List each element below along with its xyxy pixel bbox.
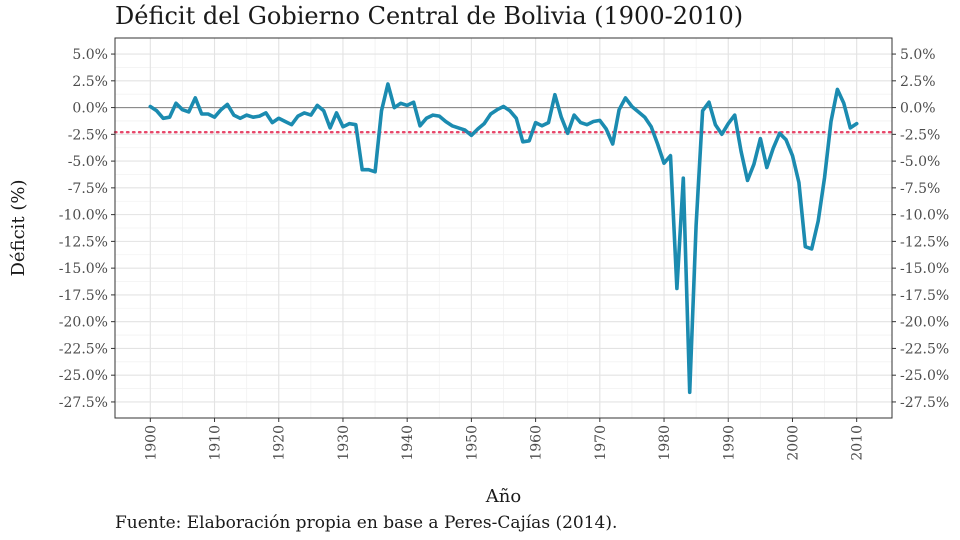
- deficit-series-line: [148, 82, 859, 395]
- y-tick-label-left: -2.5%: [68, 127, 108, 143]
- x-tick-label: 1930: [336, 425, 352, 461]
- y-axis-title: Déficit (%): [8, 179, 29, 276]
- y-tick-label-right: -2.5%: [900, 127, 940, 143]
- y-tick-label-right: -27.5%: [900, 395, 949, 411]
- y-tick-label-right: -15.0%: [900, 261, 949, 277]
- x-tick-label: 1900: [143, 425, 159, 461]
- y-tick-label-left: -27.5%: [59, 395, 108, 411]
- x-axis-title: Año: [485, 486, 521, 507]
- series-layer: [148, 82, 859, 395]
- panel-border: [114, 37, 893, 419]
- y-tick-label-left: -17.5%: [59, 288, 108, 304]
- y-tick-label-right: -7.5%: [900, 181, 940, 197]
- grid: [115, 38, 892, 418]
- x-tick-label: 2010: [850, 425, 866, 461]
- y-tick-label-left: -7.5%: [68, 181, 108, 197]
- y-tick-label-left: -5.0%: [68, 154, 108, 170]
- y-tick-label-left: -25.0%: [59, 368, 108, 384]
- y-tick-label-left: 0.0%: [72, 101, 108, 117]
- y-tick-label-left: 2.5%: [72, 74, 108, 90]
- x-tick-label: 1970: [593, 425, 609, 461]
- y-tick-label-right: 2.5%: [900, 74, 936, 90]
- y-tick-label-left: -15.0%: [59, 261, 108, 277]
- y-tick-label-left: -10.0%: [59, 208, 108, 224]
- y-tick-label-right: -20.0%: [900, 315, 949, 331]
- x-tick-label: 1950: [464, 425, 480, 461]
- y-tick-label-right: 0.0%: [900, 101, 936, 117]
- y-tick-label-left: -12.5%: [59, 234, 108, 250]
- y-tick-label-right: 5.0%: [900, 47, 936, 63]
- y-tick-label-right: -17.5%: [900, 288, 949, 304]
- x-tick-label: 1920: [272, 425, 288, 461]
- x-tick-label: 1990: [721, 425, 737, 461]
- axes: 5.0% 5.0% 2.5% 2.5% 0.0% 0.0% -2.5% -2.5% -5.0% -…: [59, 47, 949, 461]
- y-tick-label-left: 5.0%: [72, 47, 108, 63]
- y-tick-label-left: -22.5%: [59, 341, 108, 357]
- x-tick-label: 1980: [657, 425, 673, 461]
- x-tick-label: 1960: [529, 425, 545, 461]
- y-tick-label-right: -25.0%: [900, 368, 949, 384]
- x-tick-label: 1910: [208, 425, 224, 461]
- y-tick-label-right: -22.5%: [900, 341, 949, 357]
- chart-title: Déficit del Gobierno Central de Bolivia …: [115, 2, 744, 30]
- y-tick-label-right: -10.0%: [900, 208, 949, 224]
- x-tick-label: 1940: [400, 425, 416, 461]
- x-tick-label: 2000: [785, 425, 801, 461]
- y-tick-label-left: -20.0%: [59, 315, 108, 331]
- y-tick-label-right: -5.0%: [900, 154, 940, 170]
- source-caption: Fuente: Elaboración propia en base a Per…: [115, 513, 618, 533]
- y-tick-label-right: -12.5%: [900, 234, 949, 250]
